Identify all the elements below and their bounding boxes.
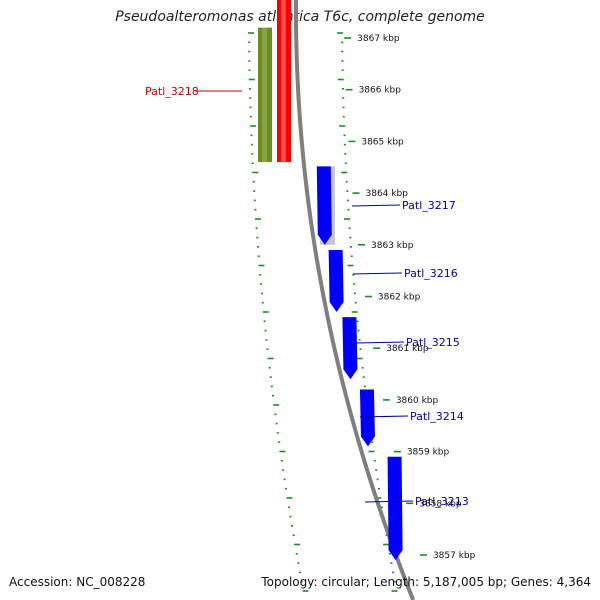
kbp-label: 3861 kbp bbox=[386, 344, 429, 354]
gene-label: Patl_3215 bbox=[406, 336, 460, 349]
gene-label: Patl_3213 bbox=[415, 495, 469, 508]
gene-arrow-reverse bbox=[359, 389, 375, 447]
gene-arrow-reverse bbox=[387, 456, 403, 561]
gene-label: Patl_3217 bbox=[402, 199, 456, 212]
kbp-label: 3864 kbp bbox=[366, 189, 409, 199]
gene-arrow-reverse bbox=[316, 166, 332, 245]
feature-bar-green-highlight bbox=[262, 27, 267, 163]
gene-arrow-reverse bbox=[342, 317, 358, 380]
gene-label: Patl_3216 bbox=[404, 267, 458, 280]
backbone bbox=[293, 0, 416, 600]
gene-leader-line bbox=[364, 500, 414, 503]
gene-arrow-reverse bbox=[328, 249, 344, 313]
map-title: Pseudoalteromonas atlantica T6c, complet… bbox=[115, 9, 485, 25]
gene-leader-line bbox=[359, 415, 409, 418]
kbp-label: 3863 kbp bbox=[371, 241, 414, 251]
gene-leader-line bbox=[355, 341, 405, 344]
kbp-label: 3860 kbp bbox=[396, 396, 439, 406]
features bbox=[258, 0, 403, 561]
accession-text: Accession: NC_008228 bbox=[9, 575, 146, 589]
kbp-label: 3859 kbp bbox=[407, 448, 450, 458]
kbp-label: 3867 kbp bbox=[357, 34, 400, 44]
kbp-label: 3857 kbp bbox=[433, 551, 476, 561]
gene-leader-line bbox=[351, 204, 401, 207]
kbp-label: 3865 kbp bbox=[361, 137, 404, 147]
kbp-label: 3866 kbp bbox=[359, 86, 402, 96]
gene-leader-line bbox=[352, 272, 403, 275]
gene-labels: Patl_3218 Patl_3217 Patl_3216 Patl_3215 Patl… bbox=[145, 85, 469, 508]
kbp-axis: 3867 kbp 3866 kbp 3865 kbp 3864 kbp 3863 kbp… bbox=[344, 34, 476, 561]
kbp-label: 3862 kbp bbox=[378, 293, 421, 303]
gene-bar-highlight bbox=[281, 0, 286, 163]
backbone-line bbox=[293, 0, 416, 600]
kbp-label: 3858 kbp bbox=[419, 499, 462, 509]
summary-text: Topology: circular; Length: 5,187,005 bp… bbox=[261, 575, 591, 589]
gene-label: Patl_3218 bbox=[145, 85, 199, 98]
gene-label: Patl_3214 bbox=[410, 410, 464, 423]
